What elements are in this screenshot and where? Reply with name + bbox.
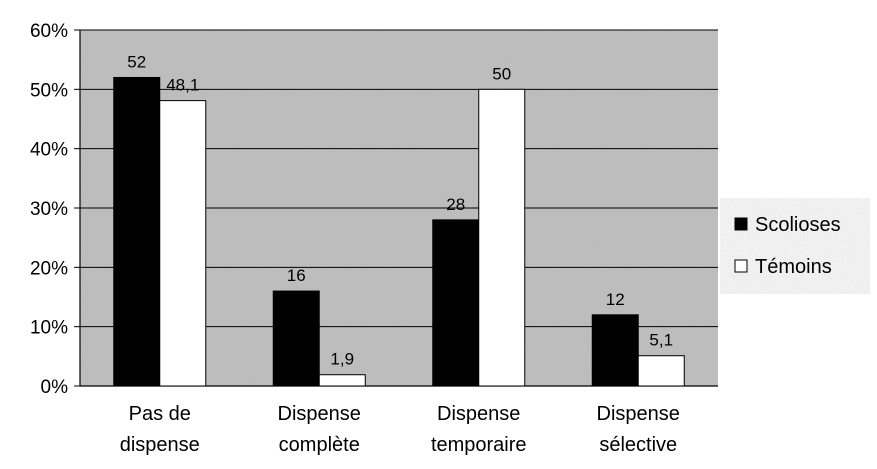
data-label: 28 (446, 195, 465, 214)
category-label: Dispense (437, 403, 520, 425)
y-tick-label: 60% (30, 21, 68, 42)
category-label: complète (279, 434, 360, 456)
bar-tmoins-1 (159, 100, 207, 387)
bar-scolioses-3 (432, 219, 480, 387)
data-label: 16 (287, 266, 306, 285)
legend: Scolioses Témoins (720, 198, 870, 294)
data-label: 5,1 (649, 331, 673, 350)
data-label: 1,9 (330, 350, 354, 369)
bar-tmoins-3 (478, 88, 526, 387)
category-label: sélective (599, 434, 677, 456)
category-label: Dispense (278, 403, 361, 425)
category-label: temporaire (431, 434, 527, 456)
category-label: Pas de (129, 403, 191, 425)
legend-swatch (734, 217, 748, 231)
data-label: 52 (127, 52, 146, 71)
bar-scolioses-4 (591, 314, 639, 387)
y-tick-label: 40% (30, 140, 68, 161)
bar-tmoins-2 (318, 374, 366, 387)
x-axis-categories: Pas de dispense Dispense complète Dispense te… (120, 403, 680, 456)
data-labels: 52 48,1 16 1,9 28 50 12 5,1 (127, 52, 673, 368)
y-tick-label: 0% (41, 377, 69, 398)
data-label: 12 (606, 290, 625, 309)
y-tick-label: 20% (30, 258, 68, 279)
bar-scolioses-2 (272, 290, 320, 387)
y-tick-label: 50% (30, 80, 68, 101)
y-tick-label: 30% (30, 199, 68, 220)
y-tick-label: 10% (30, 318, 68, 339)
legend-swatch (734, 259, 748, 273)
legend-label: Scolioses (755, 214, 841, 236)
data-label: 50 (492, 64, 511, 83)
bar-tmoins-4 (637, 355, 685, 387)
category-label: dispense (120, 434, 200, 456)
category-label: Dispense (597, 403, 680, 425)
legend-background (720, 198, 870, 294)
bar-scolioses-1 (113, 76, 161, 387)
bars (113, 76, 685, 387)
legend-label: Témoins (755, 256, 832, 278)
data-label: 48,1 (166, 76, 199, 95)
y-axis-ticks: 0% 10% 20% 30% 40% 50% 60% (30, 21, 80, 398)
